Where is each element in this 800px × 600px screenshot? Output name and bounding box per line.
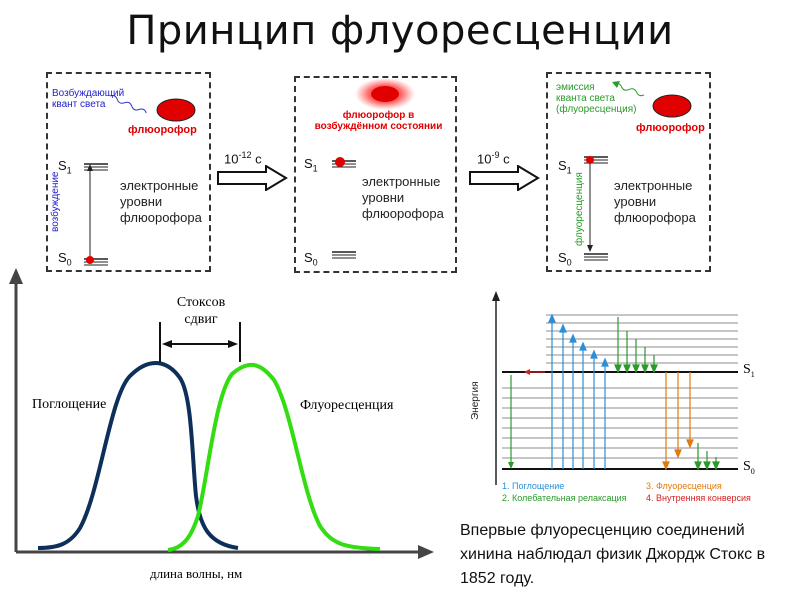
fluorophore-label: флюорофор: [636, 122, 705, 134]
excitation-vertical-label: возбуждение: [50, 171, 61, 233]
legend-absorption: 1. Поглощение: [502, 481, 565, 491]
s0-vibrational-levels: [502, 387, 738, 459]
legend-fluorescence: 3. Флуоресценция: [646, 481, 722, 491]
panel-3-graphics: [584, 81, 692, 261]
levels-text: электронные уровни флюорофора: [362, 174, 444, 221]
levels-text: электронные уровни флюорофора: [120, 178, 202, 225]
excite-label: Возбуждающий квант света: [52, 88, 125, 110]
s1-label: S1: [558, 158, 572, 176]
s0-label: S0: [58, 250, 72, 268]
transition-arrow-2: [469, 165, 540, 191]
spectrum-diagram: [9, 268, 434, 559]
legend-vibrational-relaxation: 2. Колебательная релаксация: [502, 493, 627, 503]
x-axis-arrow: [418, 545, 434, 559]
absorption-curve: [37, 361, 239, 550]
s0-label: S0: [558, 250, 572, 268]
jablonski-diagram: [492, 291, 738, 485]
absorption-arrows: [548, 313, 609, 469]
levels-text: электронные уровни флюорофора: [614, 178, 696, 225]
fluorescence-label: Флуоресценция: [300, 398, 394, 413]
fluorescence-arrows: [662, 372, 694, 471]
vibrational-relaxation-arrows-s0: [694, 443, 720, 471]
absorption-label: Поглощение: [32, 397, 107, 412]
fluorophore-label: флюорофор: [128, 124, 197, 136]
vibrational-relaxation-arrows-s1: [614, 317, 658, 374]
emission-wave: [613, 82, 645, 97]
electron-dot: [86, 256, 94, 264]
time-1: 10-12 с: [224, 150, 262, 167]
jablonski-s0-label: S0: [743, 459, 755, 476]
x-axis-label: длина волны, нм: [150, 566, 243, 581]
panel-emission: эмиссия кванта света (флуоресценция) флю…: [546, 72, 711, 272]
panel-1-graphics: [84, 94, 196, 266]
fluorophore-shape: [156, 98, 196, 122]
fluorescence-curve: [167, 363, 381, 552]
electron-dot: [586, 156, 594, 164]
transition-arrow-1: [217, 165, 288, 191]
jablonski-s1-label: S1: [743, 362, 755, 379]
s0-label: S0: [304, 250, 318, 268]
emission-label: эмиссия кванта света (флуоресценция): [556, 82, 637, 115]
panel-excited-state: флюорофор в возбуждённом состоянии S1 S0…: [294, 76, 457, 273]
fluorescence-vertical-label: флуоресценция: [574, 172, 585, 246]
legend-internal-conversion: 4. Внутренняя конверсия: [646, 493, 751, 503]
y-axis-arrow: [9, 268, 23, 284]
s1-vibrational-levels: [546, 314, 738, 364]
panel-2-graphics: [332, 78, 415, 259]
time-2: 10-9 с: [477, 150, 510, 167]
history-note: Впервые флуоресценцию соединений хинина …: [460, 522, 766, 587]
stokes-shift-label: Стоксов сдвиг: [176, 295, 226, 327]
electron-dot: [335, 157, 345, 167]
fluorophore-shape: [652, 94, 692, 118]
s1-label: S1: [58, 158, 72, 176]
excite-wave: [109, 94, 147, 114]
excited-fluorophore-label: флюорофор в возбуждённом состоянии: [314, 110, 443, 132]
panel-ground-state: Возбуждающий квант света флюорофор S1 S0…: [46, 72, 211, 272]
s1-label: S1: [304, 156, 318, 174]
page-title: Принцип флуоресценции: [126, 8, 674, 54]
energy-axis-label: Энергия: [470, 381, 481, 420]
